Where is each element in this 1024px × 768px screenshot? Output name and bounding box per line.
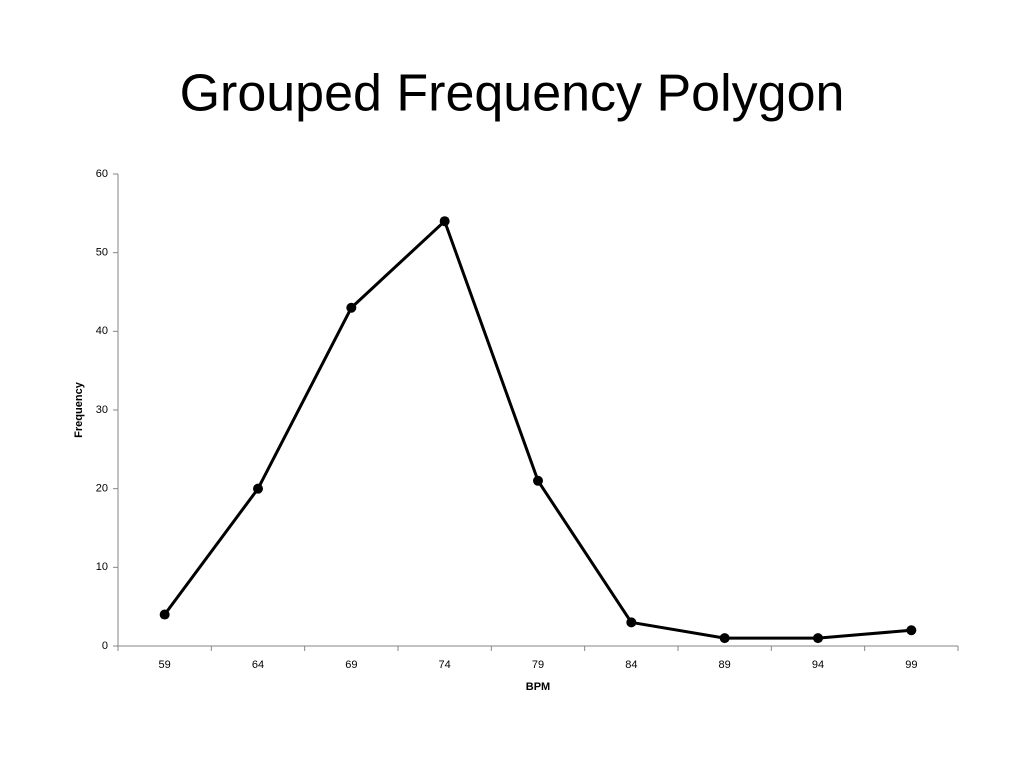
data-point (159, 609, 170, 620)
x-axis-title: BPM (526, 681, 550, 693)
x-tick-label: 89 (719, 659, 731, 671)
y-tick-label: 30 (96, 404, 108, 416)
x-tick-label: 69 (345, 659, 357, 671)
x-tick-label: 59 (159, 659, 171, 671)
y-tick-label: 60 (96, 168, 108, 180)
series-line (163, 219, 912, 640)
x-tick-label: 99 (905, 659, 917, 671)
data-point (533, 475, 543, 486)
y-tick-label: 20 (96, 483, 108, 495)
data-point (719, 633, 730, 644)
x-tick-label: 64 (252, 659, 264, 671)
data-point (346, 302, 357, 313)
data-point (626, 617, 637, 628)
chart-title: Grouped Frequency Polygon (180, 65, 845, 123)
y-tick-label: 40 (96, 325, 108, 337)
data-point (813, 633, 823, 644)
y-tick-label: 10 (96, 561, 108, 573)
x-tick-label: 94 (812, 659, 824, 671)
data-point (253, 483, 263, 494)
x-tick-label: 74 (439, 659, 451, 671)
y-tick-label: 0 (102, 640, 108, 652)
data-point (439, 216, 450, 227)
x-tick-label: 84 (625, 659, 637, 671)
y-axis-title: Frequency (73, 381, 85, 438)
x-tick-label: 79 (532, 659, 544, 671)
y-tick-label: 50 (96, 247, 108, 259)
data-point (906, 625, 917, 636)
